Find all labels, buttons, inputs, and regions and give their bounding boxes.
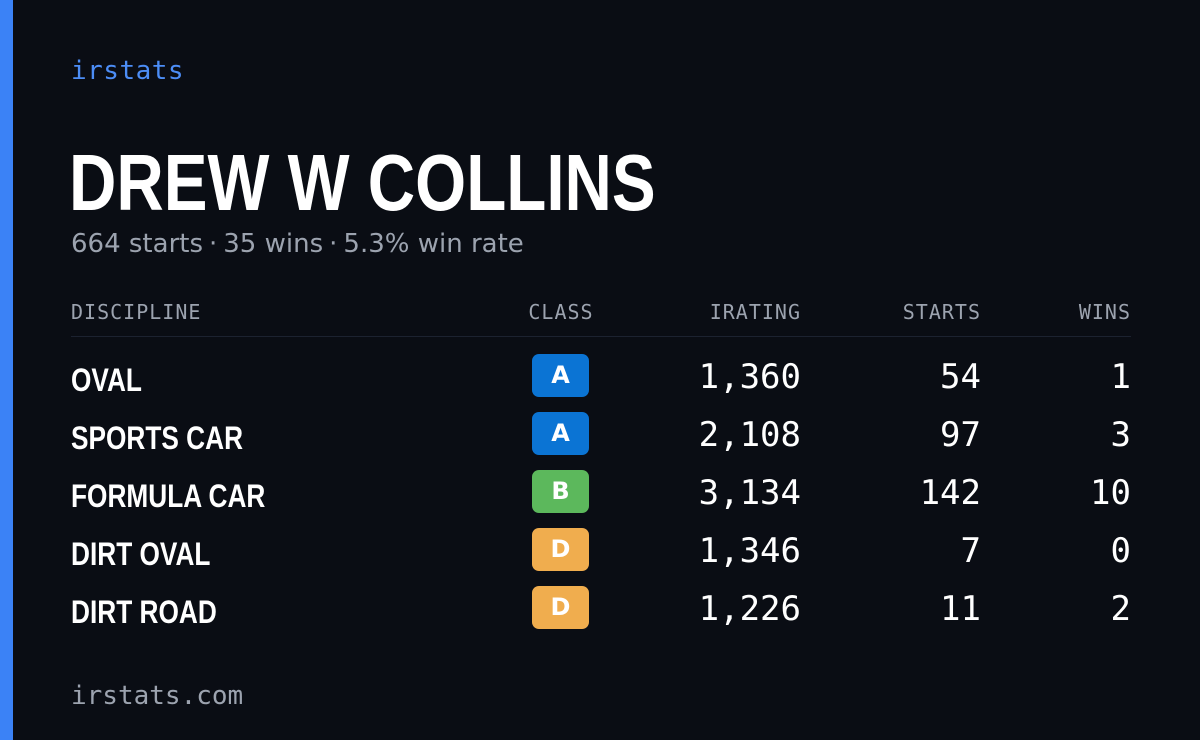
starts-total: 664 starts [71, 229, 203, 259]
driver-summary: 664 starts · 35 wins · 5.3% win rate [71, 229, 524, 259]
header-class: CLASS [528, 300, 594, 324]
wins-value: 10 [1090, 473, 1131, 513]
header-wins: WINS [1078, 300, 1131, 324]
accent-bar [0, 0, 13, 740]
table-row: SPORTS CAR A 2,108 97 3 [71, 408, 1131, 466]
driver-name: DREW W COLLINS [69, 138, 656, 227]
header-divider [71, 336, 1131, 337]
irating-value: 1,346 [698, 531, 801, 571]
class-badge: D [532, 528, 589, 571]
irating-value: 1,360 [698, 357, 801, 397]
discipline-name: DIRT OVAL [71, 536, 211, 572]
discipline-name: FORMULA CAR [71, 478, 266, 514]
starts-value: 142 [919, 473, 981, 513]
wins-value: 1 [1110, 357, 1131, 397]
table-row: DIRT ROAD D 1,226 11 2 [71, 582, 1131, 640]
table-header: DISCIPLINE CLASS IRATING STARTS WINS [71, 300, 1131, 330]
discipline-name: SPORTS CAR [71, 420, 244, 456]
header-irating: IRATING [709, 300, 801, 324]
wins-total: 35 wins [223, 229, 324, 259]
class-badge: A [532, 412, 589, 455]
class-badge: A [532, 354, 589, 397]
footer-url: irstats.com [71, 681, 244, 711]
separator: · [329, 229, 338, 259]
brand-logo-text: irstats [71, 56, 185, 86]
table-row: DIRT OVAL D 1,346 7 0 [71, 524, 1131, 582]
irating-value: 3,134 [698, 473, 801, 513]
starts-value: 97 [940, 415, 981, 455]
wins-value: 3 [1110, 415, 1131, 455]
starts-value: 54 [940, 357, 981, 397]
starts-value: 7 [960, 531, 981, 571]
table-row: FORMULA CAR B 3,134 142 10 [71, 466, 1131, 524]
class-badge: D [532, 586, 589, 629]
irating-value: 2,108 [698, 415, 801, 455]
header-discipline: DISCIPLINE [71, 300, 202, 324]
stats-table: OVAL A 1,360 54 1 SPORTS CAR A 2,108 97 … [71, 350, 1131, 640]
discipline-name: OVAL [71, 362, 142, 398]
class-badge: B [532, 470, 589, 513]
wins-value: 0 [1110, 531, 1131, 571]
header-starts: STARTS [902, 300, 981, 324]
wins-value: 2 [1110, 589, 1131, 629]
starts-value: 11 [940, 589, 981, 629]
separator: · [209, 229, 218, 259]
win-rate: 5.3% win rate [343, 229, 524, 259]
table-row: OVAL A 1,360 54 1 [71, 350, 1131, 408]
discipline-name: DIRT ROAD [71, 594, 217, 630]
irating-value: 1,226 [698, 589, 801, 629]
